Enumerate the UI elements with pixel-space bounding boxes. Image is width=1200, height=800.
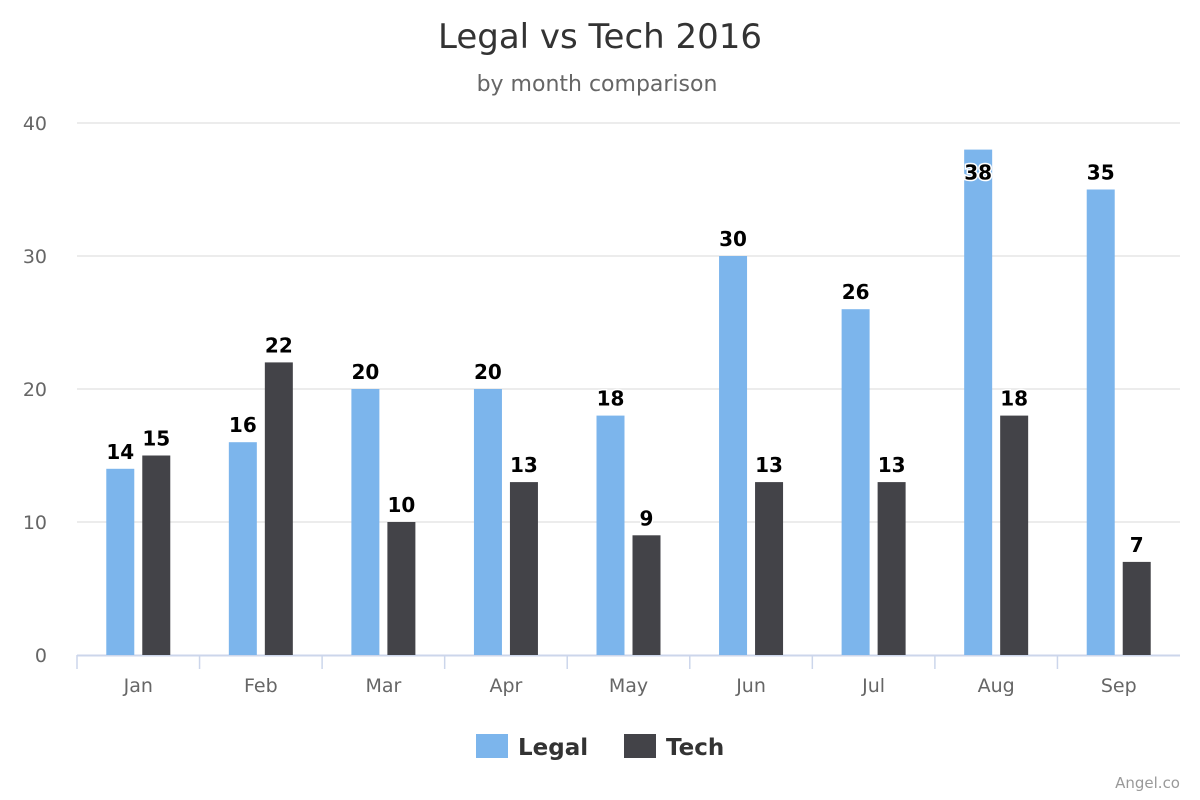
y-tick-label: 0 [35, 645, 47, 667]
data-label: 9 [640, 506, 654, 530]
legend-label: Legal [518, 735, 588, 761]
data-label: 10 [387, 493, 415, 517]
data-label: 20 [474, 360, 502, 384]
data-label: 26 [842, 280, 870, 304]
bar-tech-sep[interactable] [1122, 561, 1151, 655]
data-label: 18 [597, 387, 625, 411]
chart-subtitle: by month comparison [477, 72, 718, 97]
data-label: 7 [1130, 533, 1144, 557]
bar-tech-may[interactable] [632, 535, 661, 655]
x-tick-label: May [609, 675, 648, 697]
x-tick-label: Sep [1101, 675, 1137, 697]
data-label: 14 [106, 440, 134, 464]
bar-tech-jan[interactable] [142, 455, 171, 656]
bar-tech-jul[interactable] [877, 482, 906, 655]
legend-item-legal[interactable]: Legal [476, 734, 588, 761]
data-label: 15 [142, 427, 170, 451]
bar-legal-jan[interactable] [106, 468, 135, 655]
data-label: 20 [351, 360, 379, 384]
data-label: 30 [719, 227, 747, 251]
legend-item-tech[interactable]: Tech [624, 734, 724, 761]
data-label: 16 [229, 413, 257, 437]
data-label: 13 [510, 453, 538, 477]
data-label: 13 [878, 453, 906, 477]
x-tick-label: Mar [365, 675, 401, 697]
data-label: 38 [964, 161, 992, 185]
bar-legal-jun[interactable] [719, 256, 748, 655]
x-tick-label: Jun [735, 675, 766, 697]
bar-tech-mar[interactable] [387, 522, 416, 655]
bar-legal-aug[interactable] [964, 149, 993, 655]
bar-legal-mar[interactable] [351, 389, 380, 655]
bar-legal-jul[interactable] [841, 309, 870, 655]
x-tick-label: Apr [490, 675, 523, 697]
y-tick-label: 40 [23, 113, 47, 135]
y-tick-label: 30 [23, 246, 47, 268]
data-label: 35 [1087, 161, 1115, 185]
bar-tech-feb[interactable] [264, 362, 293, 655]
credits-link[interactable]: Angel.co [1115, 774, 1180, 792]
data-label: 18 [1000, 387, 1028, 411]
y-tick-label: 20 [23, 379, 47, 401]
bar-legal-sep[interactable] [1086, 189, 1115, 656]
y-tick-label: 10 [23, 512, 47, 534]
data-label: 13 [755, 453, 783, 477]
bar-legal-feb[interactable] [228, 442, 257, 655]
x-tick-label: Feb [244, 675, 278, 697]
data-label: 22 [265, 333, 293, 357]
chart-title: Legal vs Tech 2016 [438, 17, 762, 57]
bar-tech-apr[interactable] [509, 482, 538, 655]
legend-label: Tech [666, 735, 724, 761]
x-tick-label: Jan [123, 675, 153, 697]
legend-symbol [624, 734, 656, 758]
x-tick-label: Jul [861, 675, 885, 697]
bar-legal-may[interactable] [596, 415, 625, 655]
bar-tech-jun[interactable] [755, 482, 784, 655]
bar-tech-aug[interactable] [1000, 415, 1029, 655]
bar-legal-apr[interactable] [473, 389, 502, 655]
x-tick-label: Aug [978, 675, 1015, 697]
legend-symbol [476, 734, 508, 758]
